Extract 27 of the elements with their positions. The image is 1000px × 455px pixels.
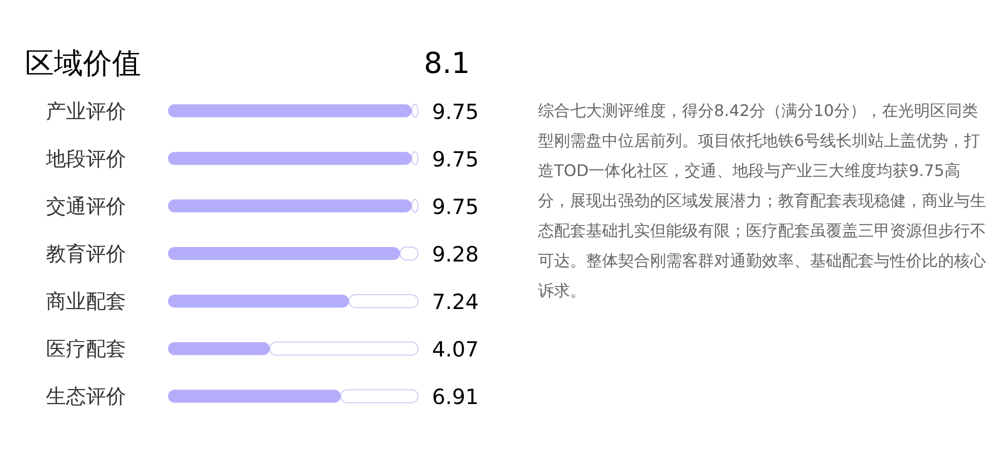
chart-title: 区域价值: [25, 46, 141, 80]
bar: [348, 294, 418, 308]
bar: [168, 390, 341, 403]
text: 综合七大测评维度，得分8.42分（满分10分），在光明区同类型刚需盘中位居前列。项目依托地铁6号线长圳站上盖优势，打造TOD一体化社区，交通、地段与产业三大维度均获9.75高分，展现出强劲的区域发展潜力；教育配套表现稳健，商业与生态配套基础扎实但能级有限；医疗配套虽覆盖三甲资源但步行不可达。整体契合刚需客群对通勤效率、基础配套与性价比的核心诉求。: [538, 100, 987, 302]
data-label: 9.75: [432, 147, 479, 172]
bar: [168, 294, 349, 308]
bar: [168, 342, 270, 356]
y-tick-label: 教育评价: [46, 242, 126, 266]
data-label: 9.75: [432, 100, 479, 124]
bar: [168, 199, 412, 212]
y-tick-label: 生态评价: [46, 384, 126, 408]
bar: [340, 389, 418, 404]
data-label: 4.07: [432, 338, 479, 362]
bar: [168, 152, 412, 165]
data-label: 9.28: [432, 242, 479, 266]
data-label: 7.24: [432, 290, 479, 314]
y-tick-label: 交通评价: [46, 194, 126, 218]
text: 8.1: [424, 46, 470, 80]
bar: [269, 342, 418, 356]
y-tick-label: 医疗配套: [46, 336, 126, 361]
bar: [168, 247, 400, 260]
bar: [168, 104, 412, 118]
data-label: 9.75: [432, 194, 479, 219]
data-label: 6.91: [432, 385, 479, 410]
y-tick-label: 产业评价: [46, 98, 126, 123]
y-tick-label: 商业配套: [46, 289, 126, 314]
y-tick-label: 地段评价: [45, 146, 126, 170]
